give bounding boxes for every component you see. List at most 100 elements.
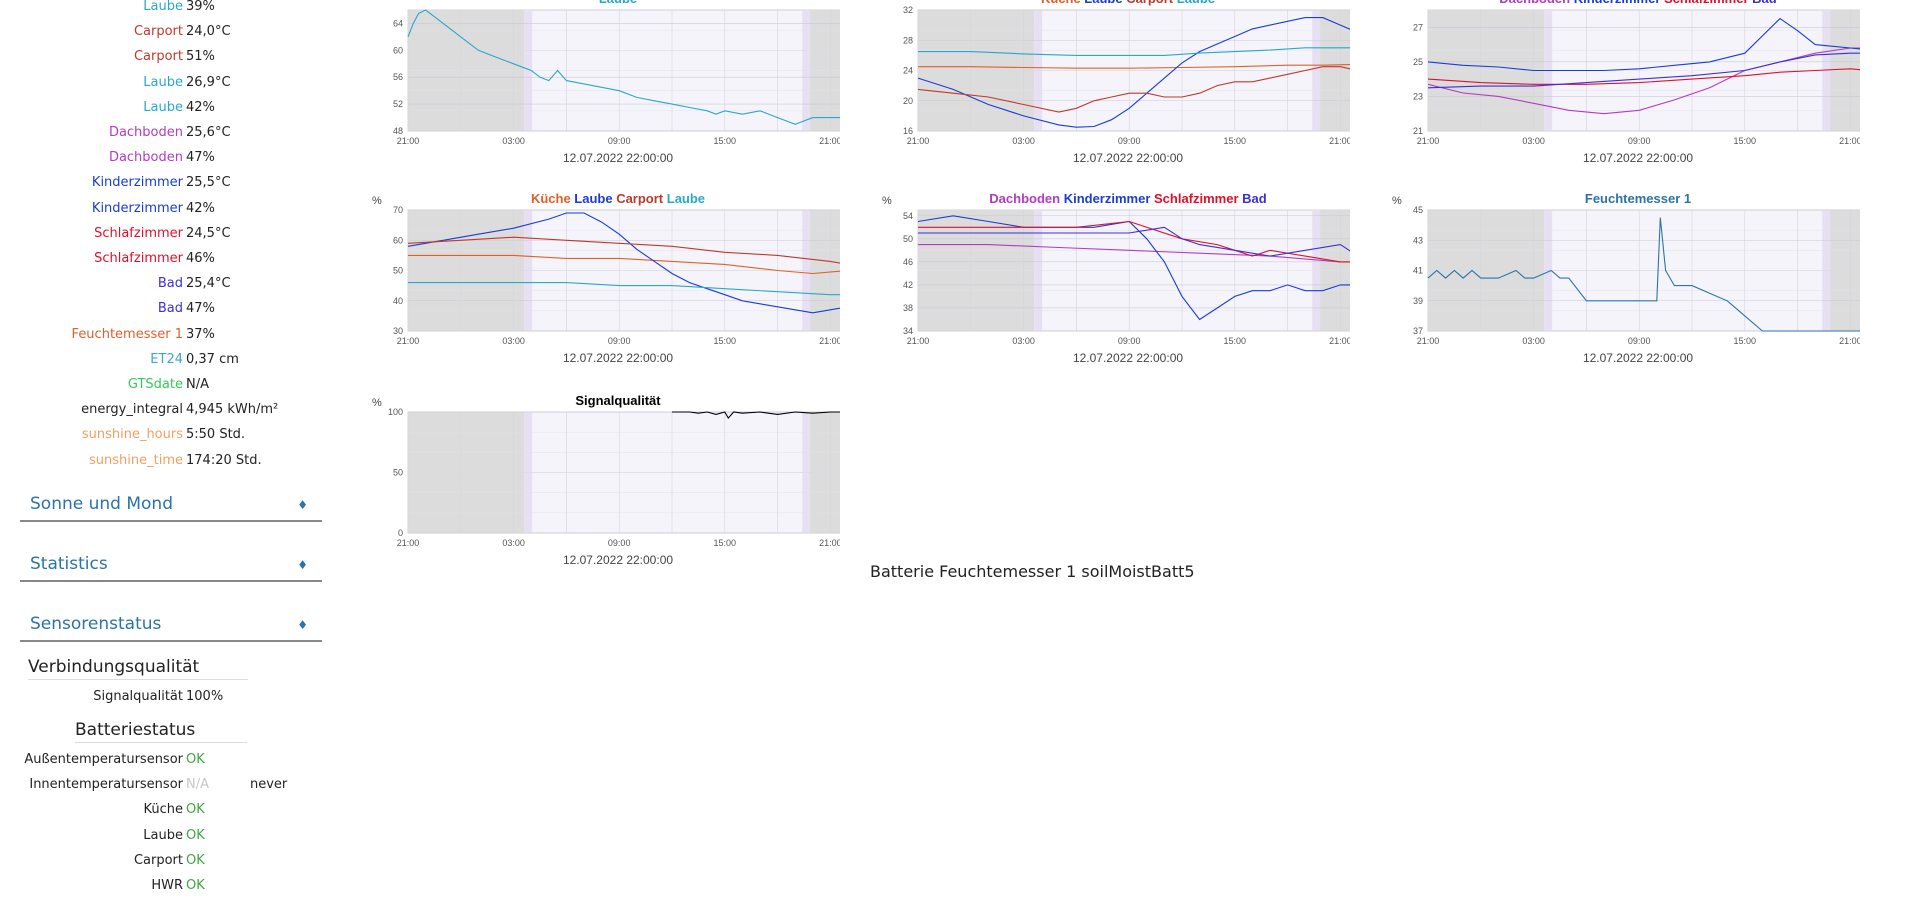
chart-2: 16 20 24 28 32 21:00 03:00 09:00 15:00 21:00 12.07… bbox=[850, 0, 1350, 190]
chart-title: Küche Laube Carport Laube bbox=[531, 191, 705, 206]
sensor-value: 25,6°C bbox=[186, 125, 231, 140]
section-statistics[interactable]: Statistics ♦ bbox=[20, 552, 322, 582]
y-axis-unit: % bbox=[372, 195, 382, 207]
series-line bbox=[918, 220, 1350, 263]
x-tick-label: 15:00 bbox=[1734, 136, 1757, 146]
x-tick-label: 03:00 bbox=[1522, 136, 1545, 146]
series-line bbox=[1427, 17, 1860, 72]
sensor-row: Dachboden 25,6°C bbox=[20, 120, 325, 145]
sensor-value: N/A bbox=[186, 377, 209, 392]
y-tick-label: 50 bbox=[393, 468, 403, 478]
x-tick-label: 15:00 bbox=[714, 538, 737, 548]
x-tick-label: 03:00 bbox=[502, 538, 525, 548]
sensor-row: Kinderzimmer 25,5°C bbox=[20, 170, 325, 195]
battery-label: Küche bbox=[143, 802, 183, 818]
y-tick-label: 60 bbox=[393, 235, 403, 245]
sensor-row: Kinderzimmer 42% bbox=[20, 196, 325, 221]
battery-label: HWR bbox=[151, 878, 183, 893]
sensor-row: energy_integral 4,945 kWh/m² bbox=[20, 397, 325, 422]
chart-svg: 37 39 41 43 45 21:00 03:00 09:00 15:00 21:00 12.07… bbox=[1392, 191, 1860, 365]
y-tick-label: 20 bbox=[903, 96, 913, 106]
connection-heading: Verbindungsqualität bbox=[28, 657, 248, 680]
sensor-row: sunshine_time 174:20 Std. bbox=[20, 448, 325, 473]
sensor-label: Kinderzimmer bbox=[91, 200, 183, 216]
x-tick-label: 09:00 bbox=[608, 136, 631, 146]
sensor-label: Schlafzimmer bbox=[94, 225, 183, 241]
sensor-row: Carport 51% bbox=[20, 44, 325, 69]
chart-svg: 21 23 25 27 21:00 03:00 09:00 15:00 21:00 12.07.2… bbox=[1413, 0, 1860, 165]
sensor-label: Schlafzimmer bbox=[94, 251, 183, 266]
battery-label: Carport bbox=[133, 852, 183, 868]
y-tick-label: 32 bbox=[903, 5, 913, 15]
sensor-value: 51% bbox=[186, 49, 215, 65]
chart-4: 30 40 50 60 70 21:00 03:00 09:00 15:00 21:00 12.07… bbox=[340, 190, 840, 390]
x-tick-label: 21:00 bbox=[907, 336, 930, 346]
title-part: Laube bbox=[571, 191, 613, 206]
x-tick-label: 21:00 bbox=[397, 538, 420, 548]
y-tick-label: 56 bbox=[393, 72, 403, 82]
y-tick-label: 50 bbox=[903, 234, 913, 244]
x-tick-label: 21:00 bbox=[1329, 136, 1350, 146]
chart-3: 21 23 25 27 21:00 03:00 09:00 15:00 21:00 12.07.2… bbox=[1360, 0, 1860, 190]
title-part: Signalqualität bbox=[575, 393, 661, 408]
sensor-value: 25,5°C bbox=[186, 175, 231, 191]
y-tick-label: 30 bbox=[393, 326, 403, 336]
sensor-value: 4,945 kWh/m² bbox=[186, 402, 279, 418]
x-tick-label: 21:00 bbox=[819, 336, 840, 346]
y-tick-label: 16 bbox=[903, 126, 913, 136]
section-sonne-und-mond[interactable]: Sonne und Mond ♦ bbox=[20, 492, 322, 522]
title-part: Carport bbox=[613, 191, 664, 206]
sensor-row: ET24 0,37 cm bbox=[20, 347, 325, 372]
sensor-row: Laube 26,9°C bbox=[20, 70, 325, 95]
sensor-label: Bad bbox=[157, 276, 183, 292]
battery-value: OK bbox=[186, 852, 205, 868]
sensor-row: GTSdate N/A bbox=[20, 372, 325, 397]
x-tick-label: 21:00 bbox=[819, 538, 840, 548]
y-axis-unit: % bbox=[882, 195, 892, 207]
sensor-label: Laube bbox=[143, 74, 183, 90]
chart-5: 34 38 42 46 50 54 21:00 03:00 09:00 15:00 21:00 12.… bbox=[850, 190, 1350, 390]
x-tick-label: 09:00 bbox=[608, 538, 631, 548]
series-line bbox=[917, 17, 1350, 128]
battery-value: OK bbox=[186, 827, 205, 843]
title-part: Carport bbox=[1123, 0, 1174, 6]
title-part: Schlafzimmer bbox=[1150, 191, 1238, 206]
sensor-row: Bad 47% bbox=[20, 296, 325, 321]
series-line bbox=[918, 47, 1350, 56]
x-tick-label: 21:00 bbox=[1417, 136, 1440, 146]
title-part: Kinderzimmer bbox=[1060, 191, 1150, 206]
y-tick-label: 41 bbox=[1413, 266, 1423, 276]
y-tick-label: 46 bbox=[903, 257, 913, 267]
sensor-row: Laube 42% bbox=[20, 95, 325, 120]
series-line bbox=[918, 244, 1350, 263]
x-tick-label: 15:00 bbox=[1224, 336, 1247, 346]
series-line bbox=[407, 212, 840, 314]
y-tick-label: 39 bbox=[1413, 296, 1423, 306]
sensor-value: 24,5°C bbox=[186, 225, 231, 241]
sensor-value: 25,4°C bbox=[186, 276, 231, 292]
section-sensorenstatus[interactable]: Sensorenstatus ♦ bbox=[20, 612, 322, 642]
battery-row: Küche OK bbox=[20, 797, 325, 822]
section-title: Statistics bbox=[30, 554, 108, 574]
chart-7: 0 50 100 21:00 03:00 09:00 15:00 21:00 12.07.202… bbox=[340, 392, 840, 592]
title-part: Laube bbox=[1173, 0, 1215, 6]
chart-title: Feuchtemesser 1 bbox=[1585, 191, 1691, 206]
sensor-label: energy_integral bbox=[81, 402, 183, 418]
chart-1: 48 52 56 60 64 21:00 03:00 09:00 15:00 21:00 12.07… bbox=[340, 0, 840, 190]
battery-row: HWR OK bbox=[20, 873, 325, 898]
chart-title: Küche Laube Carport Laube bbox=[1041, 0, 1215, 6]
row-value: 100% bbox=[186, 689, 224, 704]
title-part: Bad bbox=[1239, 191, 1267, 206]
x-tick-label: 21:00 bbox=[1839, 336, 1860, 346]
chart-svg: 48 52 56 60 64 21:00 03:00 09:00 15:00 21:00 12.07… bbox=[393, 0, 840, 165]
x-tick-label: 15:00 bbox=[1224, 136, 1247, 146]
sensor-value: 0,37 cm bbox=[186, 351, 239, 367]
sensor-label: sunshine_time bbox=[89, 452, 183, 468]
y-tick-label: 45 bbox=[1413, 205, 1423, 215]
title-part: Kinderzimmer bbox=[1570, 0, 1660, 6]
title-part: Dachboden bbox=[989, 191, 1060, 206]
x-tick-label: 15:00 bbox=[1734, 336, 1757, 346]
y-tick-label: 34 bbox=[903, 326, 913, 336]
sensor-value: 42% bbox=[186, 99, 215, 115]
x-tick-label: 15:00 bbox=[714, 136, 737, 146]
